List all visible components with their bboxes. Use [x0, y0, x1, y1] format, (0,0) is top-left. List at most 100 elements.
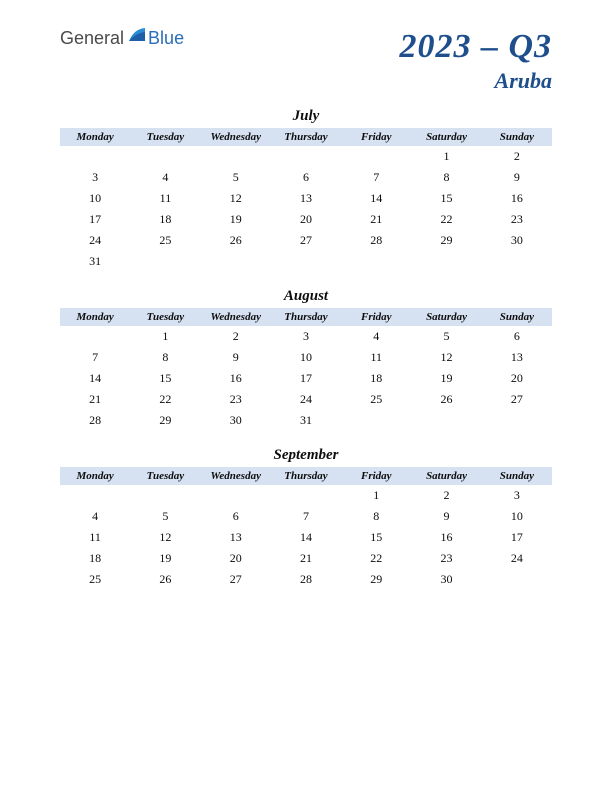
calendar-day: 25 — [341, 389, 411, 410]
calendar-day: 19 — [201, 209, 271, 230]
calendar-day: 30 — [411, 569, 481, 590]
weekday-header: Thursday — [271, 467, 341, 485]
calendar-day: 31 — [60, 251, 130, 272]
calendar-day: 8 — [411, 167, 481, 188]
calendar-day — [271, 485, 341, 506]
calendar-day: 26 — [201, 230, 271, 251]
calendar-day: 2 — [201, 326, 271, 347]
calendar-table: MondayTuesdayWednesdayThursdayFridaySatu… — [60, 308, 552, 431]
calendar-day — [411, 410, 481, 431]
logo: General Blue — [60, 28, 184, 49]
calendar-day: 9 — [411, 506, 481, 527]
weekday-header: Tuesday — [130, 308, 200, 326]
month-block: AugustMondayTuesdayWednesdayThursdayFrid… — [60, 284, 552, 431]
calendar-day: 4 — [130, 167, 200, 188]
calendar-day: 12 — [411, 347, 481, 368]
calendar-day: 10 — [60, 188, 130, 209]
calendar-row: 18192021222324 — [60, 548, 552, 569]
calendar-day: 16 — [411, 527, 481, 548]
calendar-day: 18 — [341, 368, 411, 389]
calendar-day — [130, 485, 200, 506]
calendar-day: 31 — [271, 410, 341, 431]
calendar-table: MondayTuesdayWednesdayThursdayFridaySatu… — [60, 128, 552, 272]
calendar-day: 19 — [130, 548, 200, 569]
months-container: JulyMondayTuesdayWednesdayThursdayFriday… — [0, 94, 612, 590]
calendar-table: MondayTuesdayWednesdayThursdayFridaySatu… — [60, 467, 552, 590]
calendar-day: 20 — [271, 209, 341, 230]
calendar-day: 1 — [411, 146, 481, 167]
calendar-day: 28 — [271, 569, 341, 590]
calendar-row: 31 — [60, 251, 552, 272]
calendar-day: 15 — [341, 527, 411, 548]
calendar-day: 12 — [201, 188, 271, 209]
calendar-day: 17 — [271, 368, 341, 389]
calendar-day: 29 — [341, 569, 411, 590]
weekday-header: Wednesday — [201, 128, 271, 146]
calendar-day: 27 — [201, 569, 271, 590]
calendar-day: 10 — [271, 347, 341, 368]
weekday-header: Sunday — [482, 467, 552, 485]
calendar-day: 22 — [341, 548, 411, 569]
calendar-day: 26 — [411, 389, 481, 410]
calendar-day: 13 — [201, 527, 271, 548]
calendar-day: 20 — [201, 548, 271, 569]
calendar-day — [341, 251, 411, 272]
logo-text-general: General — [60, 28, 124, 49]
weekday-header: Friday — [341, 128, 411, 146]
calendar-day: 29 — [411, 230, 481, 251]
calendar-day: 16 — [201, 368, 271, 389]
calendar-day: 21 — [60, 389, 130, 410]
calendar-day: 10 — [482, 506, 552, 527]
calendar-day: 8 — [341, 506, 411, 527]
calendar-row: 252627282930 — [60, 569, 552, 590]
weekday-header: Wednesday — [201, 467, 271, 485]
calendar-row: 24252627282930 — [60, 230, 552, 251]
calendar-day: 14 — [60, 368, 130, 389]
weekday-header: Friday — [341, 308, 411, 326]
calendar-day: 28 — [60, 410, 130, 431]
calendar-day: 5 — [411, 326, 481, 347]
calendar-day: 17 — [482, 527, 552, 548]
calendar-day: 4 — [60, 506, 130, 527]
calendar-day: 7 — [341, 167, 411, 188]
calendar-day: 27 — [482, 389, 552, 410]
calendar-day: 16 — [482, 188, 552, 209]
calendar-day: 3 — [482, 485, 552, 506]
weekday-header: Friday — [341, 467, 411, 485]
calendar-day: 2 — [482, 146, 552, 167]
title-main: 2023 – Q3 — [399, 28, 552, 66]
calendar-day: 26 — [130, 569, 200, 590]
calendar-day — [60, 326, 130, 347]
calendar-day: 5 — [201, 167, 271, 188]
calendar-day — [60, 485, 130, 506]
calendar-day: 7 — [271, 506, 341, 527]
calendar-day: 23 — [482, 209, 552, 230]
calendar-day: 3 — [271, 326, 341, 347]
calendar-day: 30 — [482, 230, 552, 251]
title-sub: Aruba — [399, 68, 552, 94]
calendar-row: 78910111213 — [60, 347, 552, 368]
calendar-day: 23 — [411, 548, 481, 569]
calendar-day: 11 — [130, 188, 200, 209]
weekday-header: Saturday — [411, 467, 481, 485]
calendar-row: 17181920212223 — [60, 209, 552, 230]
calendar-row: 11121314151617 — [60, 527, 552, 548]
calendar-day: 18 — [60, 548, 130, 569]
weekday-header: Thursday — [271, 128, 341, 146]
calendar-day: 12 — [130, 527, 200, 548]
weekday-header: Sunday — [482, 308, 552, 326]
calendar-day: 24 — [271, 389, 341, 410]
calendar-day — [482, 569, 552, 590]
calendar-day: 6 — [271, 167, 341, 188]
calendar-day — [201, 146, 271, 167]
weekday-header: Saturday — [411, 128, 481, 146]
calendar-day: 27 — [271, 230, 341, 251]
calendar-day — [60, 146, 130, 167]
calendar-day: 30 — [201, 410, 271, 431]
weekday-header: Monday — [60, 128, 130, 146]
calendar-day: 20 — [482, 368, 552, 389]
calendar-row: 21222324252627 — [60, 389, 552, 410]
weekday-header: Saturday — [411, 308, 481, 326]
weekday-header: Monday — [60, 308, 130, 326]
month-block: JulyMondayTuesdayWednesdayThursdayFriday… — [60, 104, 552, 272]
